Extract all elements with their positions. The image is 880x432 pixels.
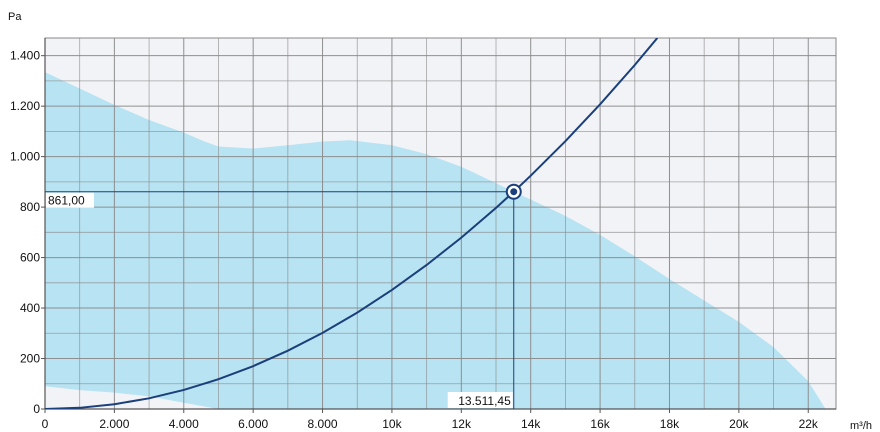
- x-tick-label: 6.000: [238, 417, 268, 431]
- x-tick-label: 16k: [590, 417, 610, 431]
- x-tick-label: 0: [42, 417, 49, 431]
- operating-point-inner-dot: [510, 188, 518, 196]
- flow-label-box: [447, 392, 513, 408]
- operating-point-marker: [505, 183, 522, 200]
- operating-point-pressure-value: 861,00: [48, 194, 85, 208]
- operating-point-guides: [45, 191, 515, 409]
- y-tick-label: 400: [20, 301, 40, 315]
- x-tick-label: 18k: [660, 417, 680, 431]
- system-curve: [45, 38, 659, 409]
- y-tick-label: 1.000: [10, 150, 40, 164]
- x-tick-label: 20k: [729, 417, 749, 431]
- pressure-label-box: [46, 192, 94, 208]
- x-tick-label: 8.000: [308, 417, 338, 431]
- y-tick-label: 800: [20, 200, 40, 214]
- x-tick-label: 12k: [452, 417, 472, 431]
- y-tick-label: 0: [33, 402, 40, 416]
- x-tick-label: 2.000: [99, 417, 129, 431]
- y-axis-ticks: 0 200 400 600 800 1.000 1.200 1.400: [10, 49, 45, 416]
- x-tick-label: 4.000: [169, 417, 199, 431]
- x-axis-ticks: 0 2.000 4.000 6.000 8.000 10k 12k 14k 16k 18k 20k 2…: [42, 409, 819, 431]
- x-tick-label: 22k: [799, 417, 819, 431]
- operating-point-flow-value: 13.511,45: [458, 394, 511, 408]
- operating-point-flow-label: 13.511,45: [447, 392, 513, 408]
- y-axis-label: Pa: [8, 11, 22, 23]
- x-axis-label: m³/h: [850, 420, 872, 432]
- y-tick-label: 600: [20, 251, 40, 265]
- y-tick-label: 200: [20, 352, 40, 366]
- y-tick-label: 1.400: [10, 49, 40, 63]
- operating-range-lower-area: [45, 386, 219, 409]
- y-tick-label: 1.200: [10, 99, 40, 113]
- operating-point-pressure-label: 861,00: [46, 192, 94, 208]
- x-tick-label: 14k: [521, 417, 541, 431]
- x-tick-label: 10k: [382, 417, 402, 431]
- grid: [44, 37, 837, 410]
